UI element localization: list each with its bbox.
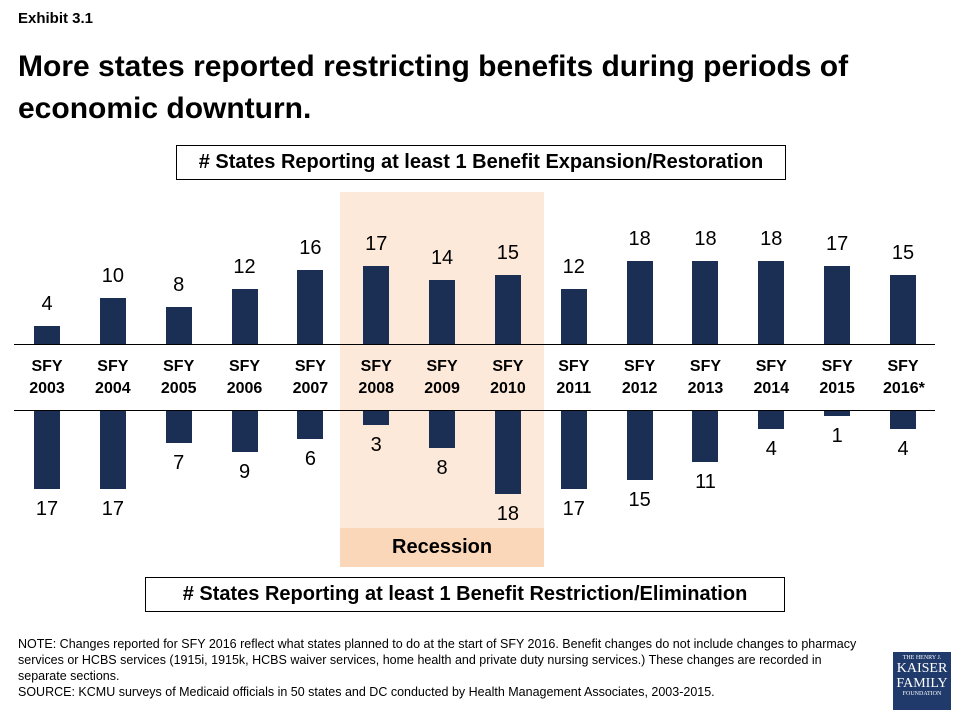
value-label: 16 — [299, 237, 322, 260]
value-label: 18 — [496, 502, 520, 525]
highlight-label: Recession — [340, 528, 544, 567]
axis-line — [14, 410, 935, 411]
value-label: 9 — [238, 461, 251, 484]
logo-line: FOUNDATION — [902, 691, 942, 697]
logo-line: KAISER — [896, 661, 948, 676]
x-tick-label: SFY 2016* — [883, 358, 925, 397]
value-label: 6 — [304, 447, 316, 470]
value-label: 3 — [370, 433, 382, 456]
bar — [297, 270, 324, 344]
value-label: 18 — [694, 228, 717, 251]
exhibit-label: Exhibit 3.1 — [18, 10, 94, 27]
x-tick-label: SFY 2008 — [358, 358, 395, 397]
value-label: 4 — [897, 438, 909, 461]
value-label: 17 — [35, 498, 59, 521]
bar — [297, 411, 324, 439]
value-label: 4 — [41, 292, 53, 315]
bar — [560, 411, 587, 490]
bar — [890, 411, 916, 430]
x-tick-label: SFY 2012 — [621, 358, 658, 397]
value-label: 4 — [765, 438, 777, 461]
x-tick-label: SFY 2011 — [556, 358, 592, 397]
value-label: 15 — [891, 242, 915, 264]
value-label: 17 — [101, 498, 124, 521]
bar — [824, 411, 851, 416]
x-tick-label: SFY 2007 — [292, 358, 329, 397]
bar — [824, 265, 851, 344]
bar — [692, 411, 719, 462]
value-label: 17 — [365, 232, 388, 255]
value-label: 18 — [628, 228, 651, 251]
logo-line: THE HENRY J. — [902, 655, 942, 661]
value-label: 1 — [831, 424, 843, 447]
value-label: 17 — [826, 232, 849, 255]
bar — [231, 288, 258, 344]
bar — [560, 288, 587, 344]
axis-line — [14, 344, 935, 345]
x-tick-label: SFY 2009 — [424, 358, 460, 397]
bar — [494, 411, 521, 494]
bar — [99, 298, 126, 344]
note: NOTE: Changes reported for SFY 2016 refl… — [18, 637, 857, 683]
value-label: 10 — [101, 265, 124, 287]
chart-title: More states reported restricting benefit… — [18, 50, 849, 125]
x-tick-label: SFY 2015 — [819, 358, 855, 397]
bar — [890, 275, 916, 344]
bar — [34, 411, 60, 490]
value-label: 15 — [496, 242, 520, 264]
legend-entry: # States Reporting at least 1 Benefit Ex… — [176, 145, 786, 180]
logo: THE HENRY J. KAISER FAMILY FOUNDATION — [893, 652, 951, 710]
bar — [626, 261, 653, 344]
bar — [165, 411, 192, 444]
x-tick-label: SFY 2014 — [753, 358, 790, 397]
highlight-band — [340, 192, 544, 567]
bar — [758, 411, 785, 430]
bar — [692, 261, 719, 344]
bar — [165, 307, 192, 344]
value-label: 8 — [173, 274, 185, 297]
x-tick-label: SFY 2005 — [160, 358, 197, 397]
bar — [429, 279, 456, 344]
logo-line: FAMILY — [896, 676, 948, 691]
legend-entry: # States Reporting at least 1 Benefit Re… — [145, 577, 785, 612]
value-label: 18 — [760, 228, 783, 251]
value-label: 7 — [173, 452, 185, 475]
x-tick-label: SFY 2013 — [687, 358, 724, 397]
value-label: 12 — [562, 255, 585, 278]
bar — [34, 325, 60, 344]
x-tick-label: SFY 2003 — [29, 358, 65, 397]
source: SOURCE: KCMU surveys of Medicaid officia… — [18, 685, 715, 699]
bar — [429, 411, 456, 448]
bar — [758, 261, 785, 344]
bar — [626, 411, 653, 480]
value-label: 15 — [628, 489, 651, 511]
value-label: 8 — [436, 456, 448, 479]
x-tick-label: SFY 2004 — [95, 358, 131, 397]
x-tick-label: SFY 2010 — [490, 358, 526, 397]
bar — [363, 265, 390, 344]
bar — [99, 411, 126, 490]
bar — [231, 411, 258, 453]
x-tick-label: SFY 2006 — [226, 358, 263, 397]
value-label: 17 — [562, 498, 585, 521]
notes: NOTE: Changes reported for SFY 2016 refl… — [18, 636, 863, 700]
bar — [494, 275, 521, 344]
bar — [363, 411, 390, 425]
value-label: 14 — [430, 246, 454, 269]
value-label: 11 — [695, 470, 716, 493]
value-label: 12 — [233, 255, 256, 278]
